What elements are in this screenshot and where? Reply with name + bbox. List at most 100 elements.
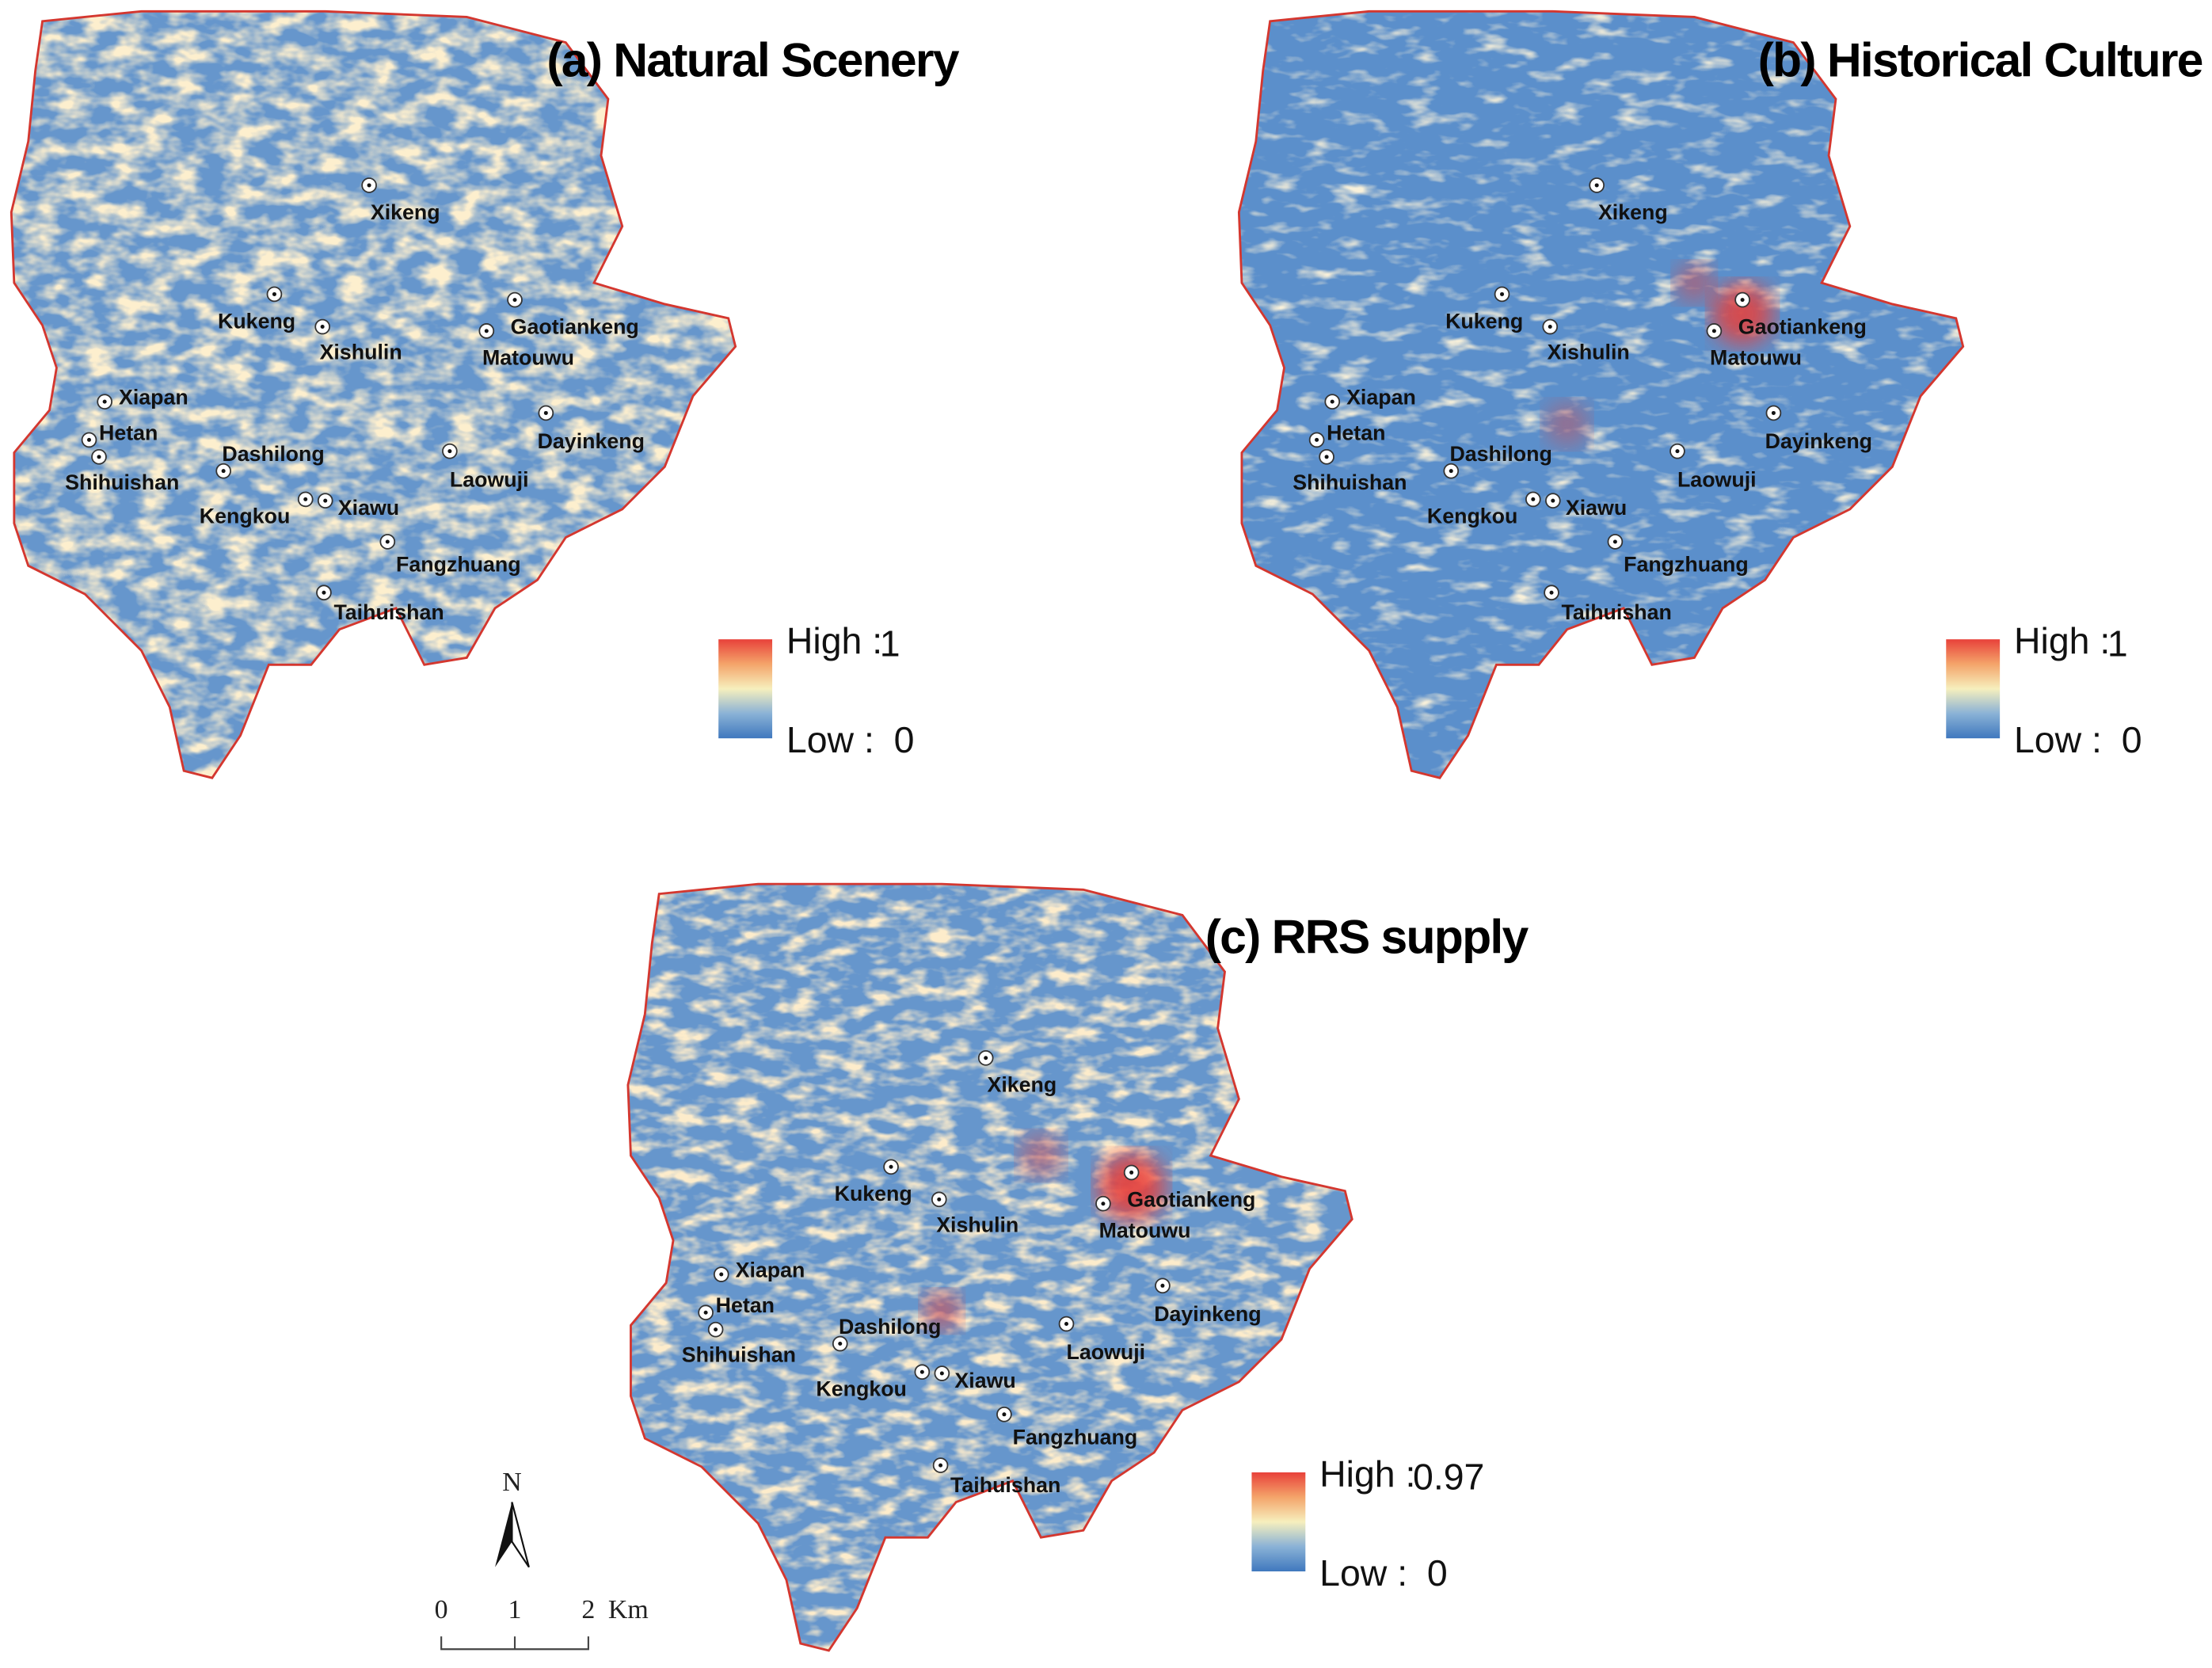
place-dot	[323, 498, 328, 503]
place-dot	[1551, 498, 1555, 503]
place-label: Matouwu	[1710, 346, 1802, 370]
place-label: Hetan	[1327, 421, 1385, 444]
place-dot	[1330, 399, 1334, 404]
place-label: Xishulin	[320, 341, 402, 364]
place-dot	[1612, 539, 1617, 544]
place-label: Kukeng	[835, 1182, 912, 1205]
place-dot	[322, 590, 326, 595]
place-dot	[484, 329, 489, 333]
place-label: Dashilong	[1449, 442, 1551, 466]
place-dot	[97, 455, 101, 459]
place-dot	[938, 1463, 943, 1468]
place-dot	[939, 1371, 944, 1376]
place-dot	[221, 469, 226, 474]
place-dot	[543, 410, 548, 415]
north-arrow-left	[495, 1502, 512, 1567]
place-label: Shihuishan	[1293, 470, 1407, 494]
maps: Xikeng Kukeng Xishulin Gaotiankeng Matouwu Xi…	[10, 10, 1965, 1652]
place-dot	[87, 437, 92, 442]
scale-label: 2	[581, 1595, 595, 1624]
place-dot	[1449, 469, 1453, 474]
north-arrow: N	[495, 1468, 530, 1568]
place-label: Xiawu	[954, 1369, 1015, 1392]
place-label: Gaotiankeng	[1127, 1187, 1255, 1211]
place-label: Laowuji	[1677, 467, 1757, 491]
legend-low-value: 0	[894, 719, 915, 760]
place-dot	[385, 539, 390, 544]
place-label: Matouwu	[482, 346, 574, 370]
place-dot	[703, 1310, 708, 1315]
legend-high-label: High :	[2014, 620, 2110, 661]
map-panel: Xikeng Kukeng Xishulin Gaotiankeng Matouwu Xi…	[1237, 10, 1965, 779]
north-arrow-right	[511, 1502, 530, 1568]
hotspot	[1544, 402, 1590, 447]
place-label: Xikeng	[371, 200, 440, 224]
place-dot	[719, 1272, 724, 1277]
place-dot	[889, 1164, 893, 1169]
place-dot	[512, 298, 517, 303]
place-dot	[937, 1197, 942, 1201]
hotspot	[1097, 1152, 1166, 1221]
place-label: Kengkou	[816, 1377, 907, 1401]
legend-ramp	[1946, 639, 2001, 739]
place-dot	[1129, 1170, 1134, 1175]
scale-label: 0	[435, 1595, 448, 1624]
place-dot	[714, 1327, 718, 1332]
map-texture	[11, 11, 736, 779]
place-dot	[367, 183, 371, 188]
place-label: Gaotiankeng	[1738, 314, 1867, 338]
place-label: Taihuishan	[950, 1473, 1060, 1497]
place-dot	[1711, 329, 1716, 333]
place-label: Xiawu	[338, 496, 399, 520]
map-surface	[1239, 11, 1963, 779]
place-label: Xikeng	[987, 1073, 1057, 1097]
place-dot	[838, 1342, 843, 1346]
panel-title: (c) RRS supply	[1205, 910, 1529, 964]
place-dot	[1771, 410, 1776, 415]
place-dot	[1740, 298, 1745, 303]
place-dot	[1675, 449, 1680, 454]
place-dot	[1002, 1412, 1007, 1417]
place-label: Fangzhuang	[1013, 1425, 1138, 1449]
legend-low-label: Low :	[2014, 719, 2102, 760]
place-dot	[1594, 183, 1599, 188]
legend-low-value: 0	[2122, 719, 2142, 760]
place-label: Kukeng	[218, 309, 295, 333]
place-label: Xishulin	[1548, 341, 1630, 364]
hotspot	[1018, 1133, 1064, 1179]
hotspot	[1711, 283, 1774, 345]
legend-low-label: Low :	[786, 719, 874, 760]
place-label: Fangzhuang	[396, 552, 521, 576]
place-dot	[102, 399, 107, 404]
map-boundary	[626, 882, 1353, 1652]
place-label: Fangzhuang	[1624, 552, 1749, 576]
place-dot	[1160, 1283, 1165, 1288]
place-dot	[1549, 590, 1554, 595]
place-dot	[919, 1369, 924, 1374]
legend-ramp	[718, 639, 773, 739]
place-label: Dashilong	[839, 1315, 941, 1339]
place-label: Laowuji	[1066, 1340, 1145, 1364]
place-label: Xiawu	[1566, 496, 1627, 520]
map-boundary	[1237, 10, 1965, 779]
hotspot	[922, 1291, 962, 1331]
legend-ramp	[1251, 1472, 1306, 1572]
place-label: Dayinkeng	[1765, 429, 1872, 453]
place-dot	[1101, 1201, 1106, 1206]
place-dot	[272, 291, 276, 296]
map-panel: Xikeng Kukeng Xishulin Gaotiankeng Matouwu Xi…	[10, 10, 737, 779]
map-texture	[1239, 11, 1963, 779]
place-label: Shihuishan	[65, 470, 179, 494]
place-dot	[1548, 325, 1552, 329]
legend-high-label: High :	[786, 620, 882, 661]
legend-low-label: Low :	[1319, 1552, 1407, 1594]
place-dot	[303, 497, 308, 501]
place-dot	[1315, 437, 1319, 442]
place-label: Xiapan	[1346, 386, 1416, 409]
place-dot	[1064, 1322, 1068, 1327]
legend-low-value: 0	[1427, 1552, 1448, 1594]
place-dot	[1324, 455, 1329, 459]
legend-high-value: 1	[2107, 623, 2128, 665]
place-label: Xiapan	[736, 1259, 805, 1282]
